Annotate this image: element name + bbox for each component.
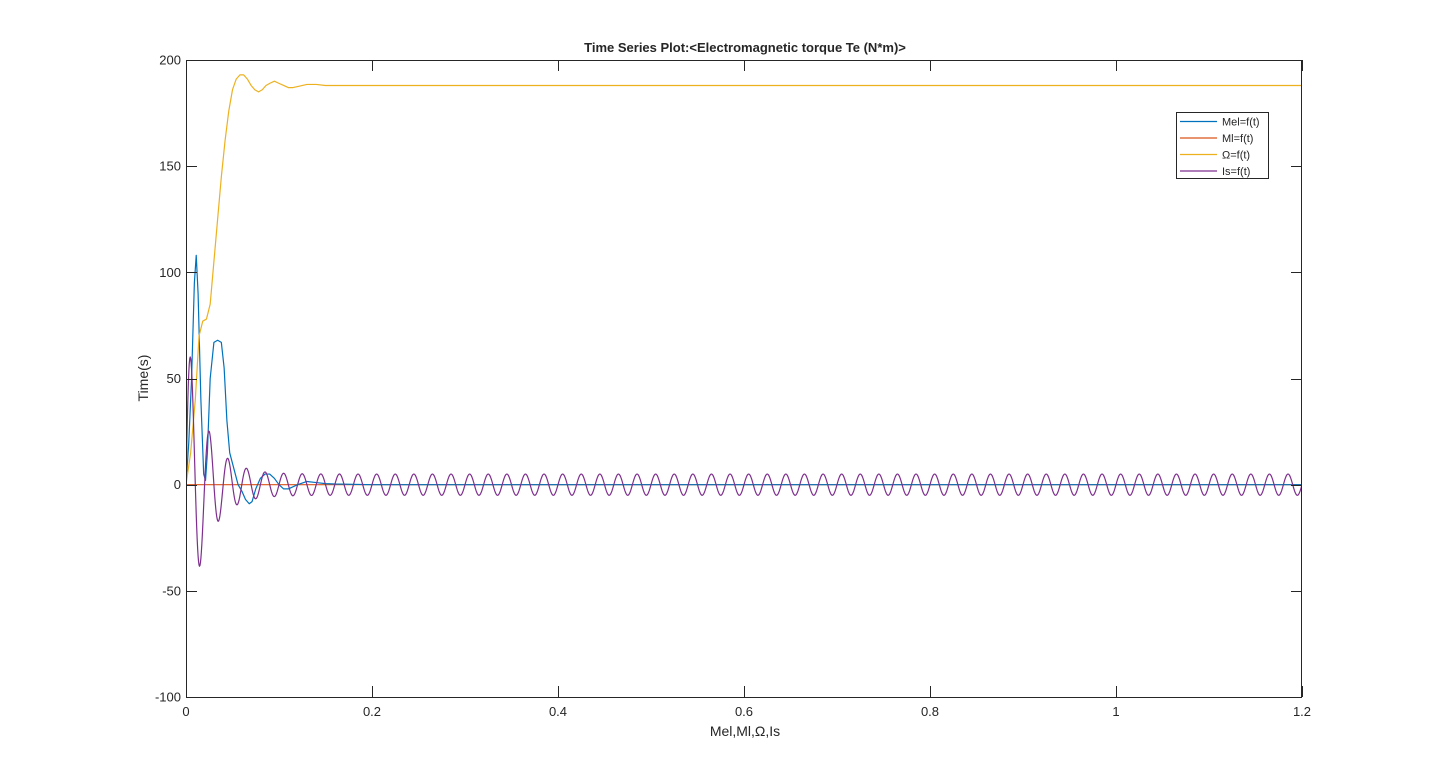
chart-title: Time Series Plot:<Electromagnetic torque… [584,40,906,55]
x-tick-label: 1 [1112,704,1119,719]
x-tick-label: 0.4 [549,704,567,719]
y-tick-label: 100 [159,265,181,280]
series-line-is-f-t [186,356,1302,567]
y-tick-label: 150 [159,159,181,174]
y-tick-label: -50 [162,583,181,598]
x-tick-label: 0 [182,704,189,719]
y-axis-label: Time(s) [135,355,151,402]
legend-label: Mel=f(t) [1222,117,1260,129]
legend-box [1176,112,1269,179]
x-tick-label: 1.2 [1293,704,1311,719]
legend[interactable]: Mel=f(t) Ml=f(t) Ω=f(t) Is=f(t) [1176,112,1269,179]
plot-area: 0 0.2 0.4 0.6 0.8 1 1.2 -100 -50 0 50 100 150 200 [155,53,1311,720]
x-axis-label: Mel,Ml,Ω,Is [710,723,780,739]
series-line-f-t [186,74,1302,485]
legend-label: Is=f(t) [1222,166,1250,178]
x-tick-label: 0.2 [363,704,381,719]
y-tick-label: 200 [159,53,181,68]
legend-label: Ml=f(t) [1222,133,1253,145]
y-tick-label: 50 [167,371,181,386]
series-line-mel-f-t [186,254,1302,505]
y-tick-label: -100 [155,690,181,705]
x-tick-label: 0.8 [921,704,939,719]
legend-label: Ω=f(t) [1222,150,1250,162]
axes-box [186,60,1302,698]
y-tick-label: 0 [174,477,181,492]
x-tick-label: 0.6 [735,704,753,719]
